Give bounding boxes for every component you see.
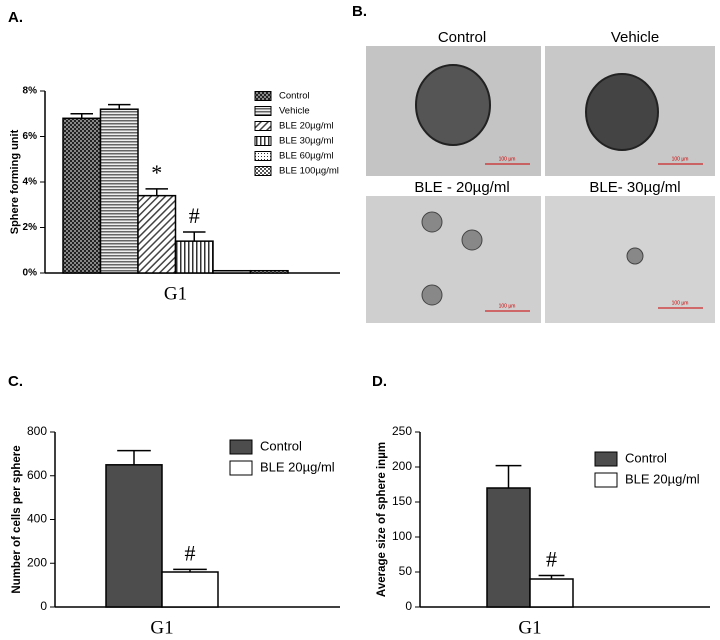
y-tick-label: 50 [399,564,413,578]
scale-label: 100 µm [499,156,516,162]
legend-label: BLE 20µg/ml [260,459,335,474]
x-tick-label: G1 [150,617,173,638]
error-bar [108,103,131,110]
error-bar [70,113,93,119]
legend-swatch [229,460,253,476]
x-tick-label: G1 [164,283,187,304]
y-tick-label: 100 [392,529,412,543]
bar [137,194,177,274]
error-bar [495,464,522,488]
bar [174,240,214,274]
y-tick-label: 150 [392,494,412,508]
scale-label: 100 µm [672,156,689,162]
sphere [585,73,659,151]
legend-swatch [254,121,272,131]
micrograph-title: BLE- 30µg/ml [589,179,680,196]
micrograph-title: Vehicle [611,29,659,46]
y-axis-label: Average size of sphere inµm [376,442,388,597]
annotation: # [546,547,557,572]
y-tick-label: 0 [40,599,47,613]
sphere [421,211,443,233]
bar [161,571,219,608]
error-bar [173,568,207,572]
annotation: * [151,160,162,185]
y-tick-label: 800 [27,424,47,438]
y-tick-label: 600 [27,468,47,482]
y-tick-label: 6% [23,131,38,142]
legend-swatch [254,151,272,161]
panel-label: C. [8,373,23,390]
sphere [461,229,483,251]
bar [99,108,139,274]
panel-label: A. [8,9,23,26]
y-tick-label: 2% [23,222,38,233]
sphere [415,64,491,146]
legend-label: BLE 20µg/ml [625,471,700,486]
micrograph-title: BLE - 20µg/ml [414,179,509,196]
y-axis-label: Number of cells per sphere [11,445,23,593]
legend-label: Control [625,450,667,465]
sphere [421,284,443,306]
legend-label: BLE 30µg/ml [279,136,334,147]
micrographs: Control Vehicle BLE - 20µg/ml BLE- 30µg/… [366,29,715,323]
scale-label: 100 µm [499,303,516,309]
annotation: # [185,540,196,565]
sphere [626,247,644,265]
y-tick-label: 4% [23,177,38,188]
y-tick-label: 400 [27,512,47,526]
legend-swatch [594,451,618,467]
legend-swatch [254,91,272,101]
error-bar [145,188,168,196]
legend-label: BLE 60µg/ml [279,151,334,162]
panel-label: D. [372,373,387,390]
error-bar [117,449,151,465]
bar [486,487,531,608]
y-tick-label: 0 [405,599,412,613]
y-tick-label: 200 [392,459,412,473]
legend-swatch [254,136,272,146]
y-tick-label: 0% [23,268,38,279]
legend-swatch [594,472,618,488]
error-bar [183,231,206,242]
y-axis-label: Sphere forming unit [9,129,21,234]
y-tick-label: 200 [27,555,47,569]
y-tick-label: 250 [392,424,412,438]
legend-label: BLE 20µg/ml [279,121,334,132]
legend-swatch [229,439,253,455]
legend-label: Control [279,91,310,102]
bar [529,578,574,608]
legend-label: Control [260,438,302,453]
scale-label: 100 µm [672,300,689,306]
error-bar [538,574,565,579]
annotation: # [189,203,200,228]
y-tick-label: 8% [23,86,38,97]
micrograph-title: Control [438,29,486,46]
legend-swatch [254,106,272,116]
legend-label: Vehicle [279,106,310,117]
panel-label: B. [352,3,367,20]
bar [62,117,102,274]
legend-swatch [254,166,272,176]
micrograph [366,196,541,323]
bar [105,464,163,608]
legend-label: BLE 100µg/ml [279,166,339,177]
x-tick-label: G1 [518,617,541,638]
